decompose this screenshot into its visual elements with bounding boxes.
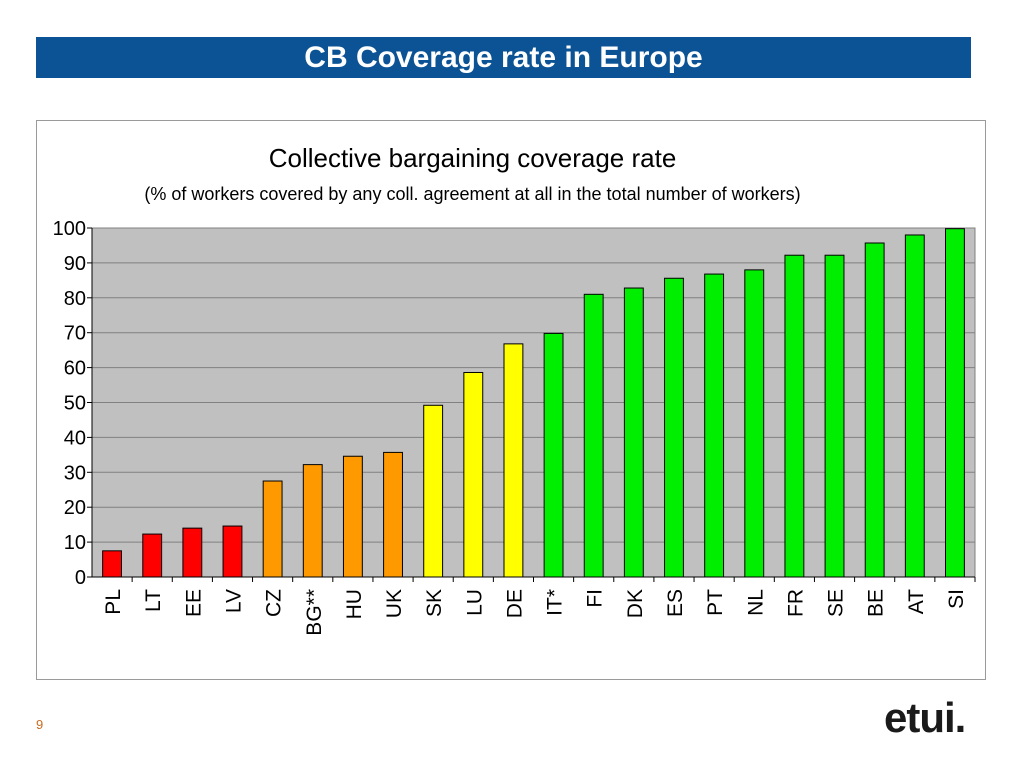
x-tick-label: DE (503, 589, 526, 618)
bar-DK (623, 287, 644, 578)
bar-LT (142, 533, 163, 578)
bar-FR (784, 254, 805, 578)
bar-EE (182, 527, 203, 578)
bar-BG** (302, 464, 323, 578)
bar-SI (944, 228, 965, 578)
x-tick-label: BG** (303, 589, 326, 636)
x-tick-label: EE (182, 589, 205, 617)
bar-FI (583, 293, 604, 578)
x-tick-label: NL (744, 589, 767, 616)
bar-UK (383, 451, 403, 578)
x-tick-label: DK (624, 589, 647, 618)
title-bar: CB Coverage rate in Europe (36, 37, 971, 78)
bar-SE (824, 254, 845, 578)
y-tick-label: 30 (64, 462, 86, 484)
bar-AT (904, 234, 925, 578)
x-tick-label: ES (664, 589, 687, 617)
y-tick-label: 0 (75, 567, 86, 589)
page-number: 9 (36, 717, 44, 732)
x-tick-label: LU (463, 589, 486, 616)
chart-subtitle: (% of workers covered by any coll. agree… (144, 184, 801, 204)
y-tick-label: 50 (64, 393, 86, 415)
chart-title: Collective bargaining coverage rate (268, 143, 677, 173)
bar-LV (222, 525, 243, 578)
bar-PL (102, 550, 123, 578)
y-tick-label: 40 (64, 427, 86, 449)
x-tick-label: LT (142, 589, 165, 612)
x-tick-label: UK (383, 589, 406, 618)
x-tick-label: CZ (263, 589, 286, 617)
y-tick-label: 20 (64, 497, 86, 519)
x-tick-label: SK (423, 589, 446, 617)
x-tick-label: SI (945, 589, 968, 609)
bar-DE (503, 343, 524, 578)
bar-NL (744, 269, 765, 578)
bar-LU (463, 371, 484, 578)
y-tick-label: 80 (64, 288, 86, 310)
x-tick-label: BE (865, 589, 888, 617)
bar-ES (664, 277, 684, 578)
etui-logo: etui. (884, 694, 966, 741)
y-tick-label: 10 (64, 532, 86, 554)
x-tick-label: LV (222, 589, 245, 613)
y-tick-label: 100 (53, 218, 86, 240)
bar-CZ (262, 480, 283, 578)
x-tick-label: HU (343, 589, 366, 619)
x-tick-label: FR (784, 589, 807, 617)
y-tick-label: 90 (64, 253, 86, 275)
x-tick-label: SE (825, 589, 848, 617)
y-tick-label: 60 (64, 358, 86, 380)
bar-PT (704, 273, 725, 578)
slide-title: CB Coverage rate in Europe (304, 41, 703, 74)
x-tick-label: FI (584, 589, 607, 608)
x-tick-label: PL (102, 589, 125, 615)
x-tick-label: IT* (544, 589, 567, 616)
bar-HU (342, 455, 363, 578)
bar-BE (864, 242, 885, 578)
x-tick-label: PT (704, 589, 727, 616)
x-tick-label: AT (905, 589, 928, 614)
bar-IT* (543, 332, 564, 578)
bar-SK (423, 404, 444, 578)
y-tick-label: 70 (64, 323, 86, 345)
